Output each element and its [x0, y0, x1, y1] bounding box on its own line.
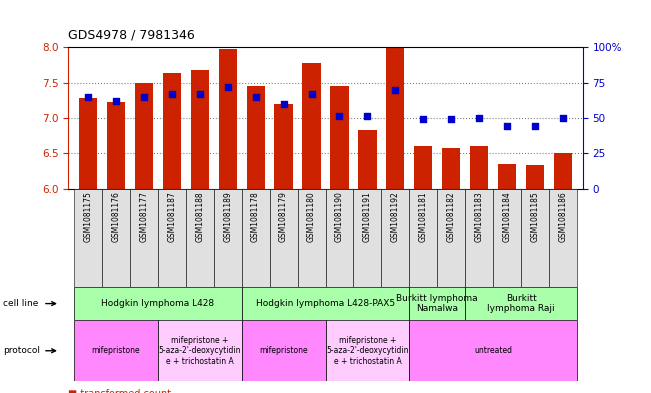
Bar	[242, 287, 409, 320]
Point	[362, 113, 372, 119]
Text: GSM1081183: GSM1081183	[475, 191, 484, 242]
Bar	[409, 287, 465, 320]
Bar	[381, 189, 409, 287]
Point	[446, 116, 456, 123]
Bar	[326, 320, 409, 381]
Bar	[470, 146, 488, 189]
Bar	[353, 189, 381, 287]
Bar	[409, 189, 437, 287]
Point	[307, 91, 317, 97]
Text: cell line: cell line	[3, 299, 38, 308]
Text: GSM1081189: GSM1081189	[223, 191, 232, 242]
Text: GSM1081179: GSM1081179	[279, 191, 288, 242]
Text: GSM1081185: GSM1081185	[531, 191, 540, 242]
Bar	[102, 189, 130, 287]
Text: Hodgkin lymphoma L428-PAX5: Hodgkin lymphoma L428-PAX5	[256, 299, 395, 308]
Bar	[74, 320, 158, 381]
Bar	[465, 189, 493, 287]
Bar	[442, 148, 460, 189]
Bar	[242, 189, 270, 287]
Bar	[158, 189, 186, 287]
Bar	[74, 287, 242, 320]
Bar	[270, 189, 298, 287]
Point	[502, 123, 512, 130]
Point	[279, 101, 289, 107]
Bar	[554, 153, 572, 189]
Bar	[191, 70, 209, 189]
Bar	[303, 63, 320, 189]
Point	[390, 86, 400, 93]
Text: GSM1081184: GSM1081184	[503, 191, 512, 242]
Text: mifepristone: mifepristone	[259, 346, 308, 355]
Bar	[214, 189, 242, 287]
Text: GSM1081180: GSM1081180	[307, 191, 316, 242]
Text: GSM1081187: GSM1081187	[167, 191, 176, 242]
Bar	[74, 189, 102, 287]
Bar	[158, 320, 242, 381]
Text: GSM1081175: GSM1081175	[83, 191, 92, 242]
Text: Burkitt lymphoma
Namalwa: Burkitt lymphoma Namalwa	[396, 294, 478, 313]
Point	[474, 115, 484, 121]
Bar	[79, 98, 97, 189]
Bar	[549, 189, 577, 287]
Point	[195, 91, 205, 97]
Text: GSM1081190: GSM1081190	[335, 191, 344, 242]
Bar	[409, 320, 577, 381]
Bar	[437, 189, 465, 287]
Bar	[498, 164, 516, 189]
Bar	[493, 189, 521, 287]
Text: GSM1081188: GSM1081188	[195, 191, 204, 242]
Text: GDS4978 / 7981346: GDS4978 / 7981346	[68, 28, 195, 41]
Bar	[242, 320, 326, 381]
Bar	[163, 73, 181, 189]
Text: GSM1081177: GSM1081177	[139, 191, 148, 242]
Bar	[414, 146, 432, 189]
Point	[530, 123, 540, 130]
Text: Burkitt
lymphoma Raji: Burkitt lymphoma Raji	[488, 294, 555, 313]
Point	[223, 84, 233, 90]
Bar	[358, 130, 376, 189]
Bar	[521, 189, 549, 287]
Point	[167, 91, 177, 97]
Point	[111, 98, 121, 104]
Bar	[526, 165, 544, 189]
Bar	[130, 189, 158, 287]
Bar	[386, 47, 404, 189]
Text: mifepristone +
5-aza-2'-deoxycytidin
e + trichostatin A: mifepristone + 5-aza-2'-deoxycytidin e +…	[326, 336, 409, 365]
Bar	[247, 86, 265, 189]
Bar	[219, 49, 237, 189]
Text: mifepristone: mifepristone	[92, 346, 140, 355]
Bar	[465, 287, 577, 320]
Text: GSM1081182: GSM1081182	[447, 191, 456, 242]
Bar	[275, 104, 293, 189]
Bar	[135, 83, 153, 189]
Point	[251, 94, 261, 100]
Bar	[331, 86, 348, 189]
Text: GSM1081181: GSM1081181	[419, 191, 428, 242]
Text: GSM1081191: GSM1081191	[363, 191, 372, 242]
Text: protocol: protocol	[3, 346, 40, 355]
Text: mifepristone +
5-aza-2'-deoxycytidin
e + trichostatin A: mifepristone + 5-aza-2'-deoxycytidin e +…	[158, 336, 241, 365]
Bar	[326, 189, 353, 287]
Text: GSM1081176: GSM1081176	[111, 191, 120, 242]
Text: GSM1081192: GSM1081192	[391, 191, 400, 242]
Text: Hodgkin lymphoma L428: Hodgkin lymphoma L428	[102, 299, 214, 308]
Bar	[107, 102, 125, 189]
Text: GSM1081178: GSM1081178	[251, 191, 260, 242]
Point	[334, 113, 344, 119]
Point	[139, 94, 149, 100]
Text: untreated: untreated	[474, 346, 512, 355]
Bar	[298, 189, 326, 287]
Text: ■ transformed count: ■ transformed count	[68, 389, 171, 393]
Text: GSM1081186: GSM1081186	[559, 191, 568, 242]
Point	[83, 94, 93, 100]
Point	[558, 115, 568, 121]
Bar	[186, 189, 214, 287]
Point	[418, 116, 428, 123]
